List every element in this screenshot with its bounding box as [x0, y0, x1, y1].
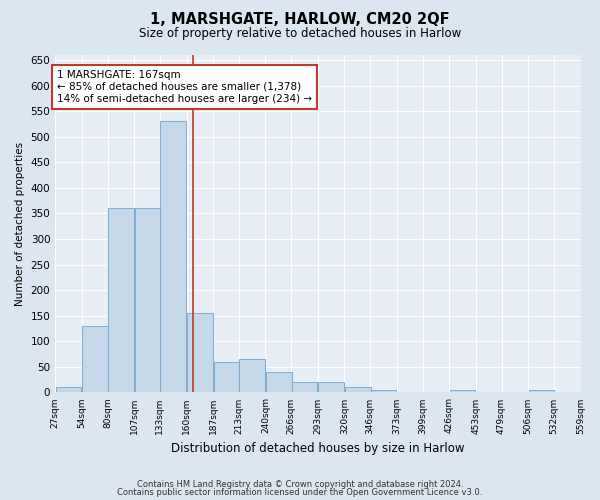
- Text: Contains public sector information licensed under the Open Government Licence v3: Contains public sector information licen…: [118, 488, 482, 497]
- Bar: [187, 313, 213, 392]
- Bar: [214, 362, 239, 392]
- Bar: [345, 388, 371, 392]
- Bar: [56, 388, 82, 392]
- Bar: [292, 382, 317, 392]
- Bar: [160, 122, 186, 392]
- Bar: [266, 372, 292, 392]
- Bar: [529, 390, 554, 392]
- Bar: [581, 390, 600, 392]
- Bar: [108, 208, 134, 392]
- Y-axis label: Number of detached properties: Number of detached properties: [15, 142, 25, 306]
- Bar: [134, 208, 160, 392]
- Bar: [239, 359, 265, 392]
- Bar: [82, 326, 108, 392]
- Bar: [449, 390, 475, 392]
- Text: Contains HM Land Registry data © Crown copyright and database right 2024.: Contains HM Land Registry data © Crown c…: [137, 480, 463, 489]
- Bar: [318, 382, 344, 392]
- Bar: [371, 390, 397, 392]
- Text: 1 MARSHGATE: 167sqm
← 85% of detached houses are smaller (1,378)
14% of semi-det: 1 MARSHGATE: 167sqm ← 85% of detached ho…: [57, 70, 312, 104]
- X-axis label: Distribution of detached houses by size in Harlow: Distribution of detached houses by size …: [171, 442, 464, 455]
- Text: 1, MARSHGATE, HARLOW, CM20 2QF: 1, MARSHGATE, HARLOW, CM20 2QF: [150, 12, 450, 28]
- Text: Size of property relative to detached houses in Harlow: Size of property relative to detached ho…: [139, 28, 461, 40]
